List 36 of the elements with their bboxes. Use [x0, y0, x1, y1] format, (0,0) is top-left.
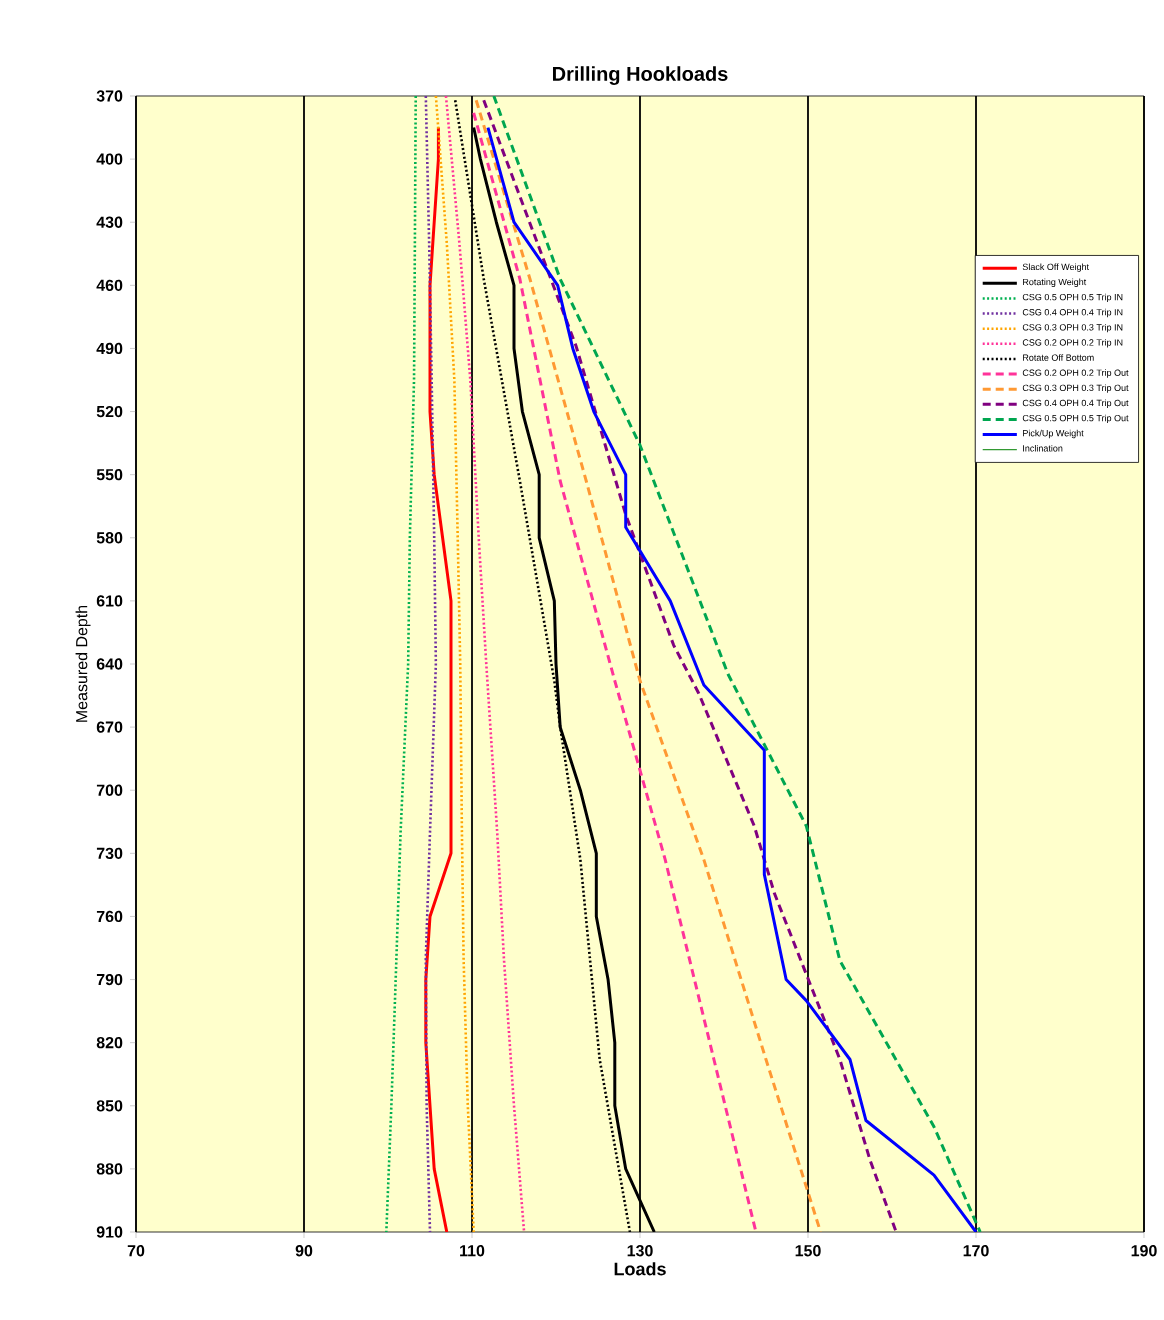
y-tick-label: 550 — [96, 469, 123, 481]
y-tick-label: 460 — [96, 279, 123, 291]
y-tick-label: 520 — [96, 405, 123, 418]
chart-title: Drilling Hookloads — [553, 66, 728, 85]
y-tick-label: 370 — [96, 90, 123, 102]
x-axis-title: Loads — [614, 1262, 666, 1276]
x-tick-label: 150 — [795, 1245, 821, 1257]
y-tick-label: 580 — [96, 532, 123, 544]
y-tick-label: 670 — [96, 721, 123, 733]
x-tick-label: 170 — [963, 1245, 989, 1257]
y-tick-label: 640 — [96, 658, 123, 670]
y-tick-label: 430 — [96, 216, 123, 228]
line-series — [385, 96, 418, 1233]
y-tick-label: 790 — [96, 973, 123, 986]
line-series — [474, 98, 823, 1233]
y-tick-label: 700 — [96, 784, 123, 796]
line-series — [434, 96, 475, 1233]
y-tick-label: 880 — [96, 1163, 123, 1175]
y-tick-label: 610 — [96, 595, 123, 607]
y-tick-label: 850 — [96, 1100, 123, 1112]
y-axis-title: Measured Depth — [75, 605, 91, 722]
y-tick-label: 910 — [96, 1226, 123, 1238]
x-tick-label: 190 — [1131, 1245, 1157, 1257]
line-series — [444, 96, 526, 1233]
y-tick-label: 730 — [96, 847, 123, 860]
line-series — [472, 111, 758, 1233]
line-series — [424, 96, 438, 1233]
x-tick-label: 70 — [127, 1245, 145, 1257]
x-tick-label: 110 — [460, 1245, 485, 1257]
y-tick-label: 490 — [96, 342, 123, 355]
line-series — [482, 98, 898, 1233]
y-tick-label: 820 — [96, 1037, 123, 1049]
y-tick-label: 400 — [96, 153, 123, 165]
x-tick-label: 130 — [627, 1245, 653, 1257]
x-tick-label: 90 — [295, 1245, 313, 1257]
y-tick-label: 760 — [96, 910, 123, 923]
